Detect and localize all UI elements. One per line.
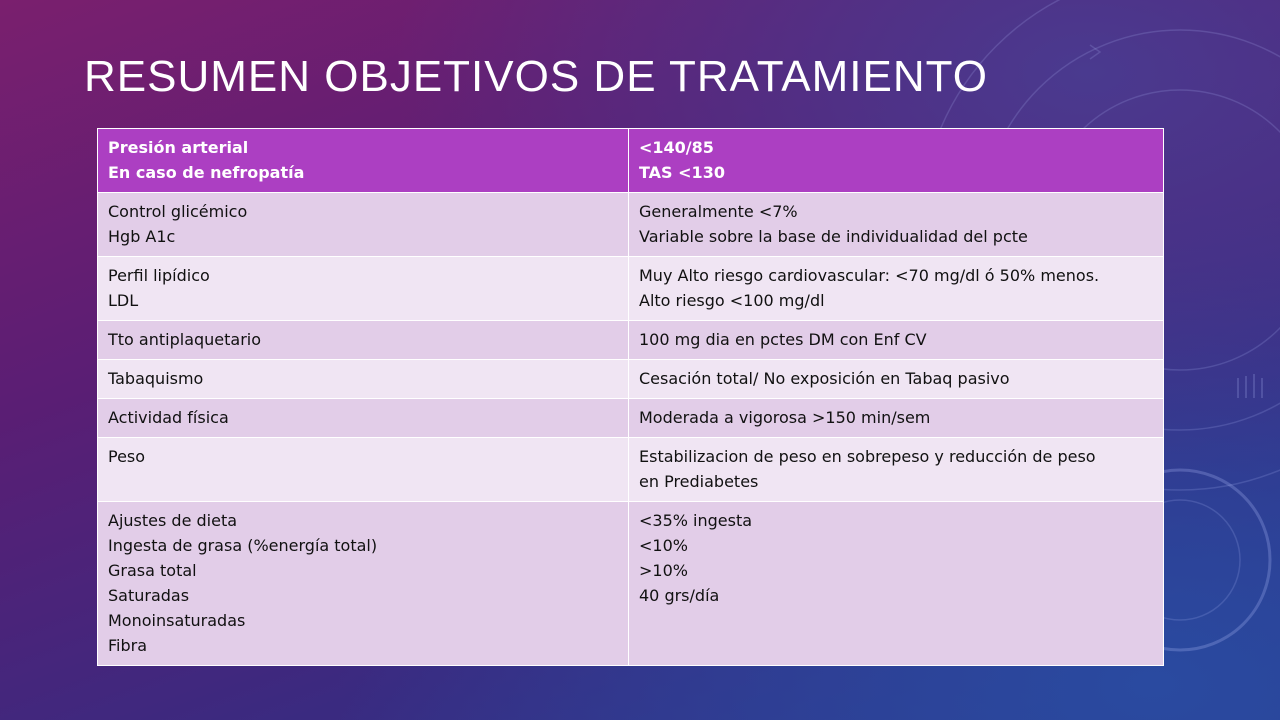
cell-line: TAS <130 [639,163,725,182]
table-row: Perfil lipídico LDL Muy Alto riesgo card… [97,256,1164,321]
treatment-goals-table: Presión arterial En caso de nefropatía <… [97,128,1164,666]
table-cell-target: 100 mg dia en pctes DM con Enf CV [628,320,1164,360]
cell-line: 40 grs/día [639,586,720,605]
table-cell-label: Control glicémico Hgb A1c [97,192,629,257]
table-row: Tabaquismo Cesación total/ No exposición… [97,359,1164,399]
cell-line: Cesación total/ No exposición en Tabaq p… [639,369,1010,388]
cell-line: <140/85 [639,138,714,157]
table-cell-label: Tto antiplaquetario [97,320,629,360]
table-cell-label: Ajustes de dieta Ingesta de grasa (%ener… [97,501,629,666]
table-cell-label: Perfil lipídico LDL [97,256,629,321]
cell-line: >10% [639,561,688,580]
cell-line: Moderada a vigorosa >150 min/sem [639,408,931,427]
cell-line: <35% ingesta [639,511,753,530]
cell-line: Tto antiplaquetario [108,330,262,349]
cell-line: En caso de nefropatía [108,163,305,182]
slide-title: RESUMEN OBJETIVOS DE TRATAMIENTO [84,52,988,101]
cell-line: Variable sobre la base de individualidad… [639,227,1028,246]
cell-line: Hgb A1c [108,227,176,246]
table-row: Ajustes de dieta Ingesta de grasa (%ener… [97,501,1164,666]
table-cell-target: <140/85 TAS <130 [628,128,1164,193]
cell-line: Monoinsaturadas [108,611,246,630]
table-cell-label: Presión arterial En caso de nefropatía [97,128,629,193]
cell-line: Ajustes de dieta [108,511,238,530]
cell-line: LDL [108,291,139,310]
cell-line: Grasa total [108,561,197,580]
table-cell-target: Cesación total/ No exposición en Tabaq p… [628,359,1164,399]
cell-line: Ingesta de grasa (%energía total) [108,536,378,555]
cell-line: Control glicémico [108,202,248,221]
cell-line: Fibra [108,636,148,655]
table-row: Control glicémico Hgb A1c Generalmente <… [97,192,1164,257]
table-row: Tto antiplaquetario 100 mg dia en pctes … [97,320,1164,360]
table-cell-target: Muy Alto riesgo cardiovascular: <70 mg/d… [628,256,1164,321]
table-cell-target: <35% ingesta <10% >10% 40 grs/día [628,501,1164,666]
table-row: Actividad física Moderada a vigorosa >15… [97,398,1164,438]
cell-line: 100 mg dia en pctes DM con Enf CV [639,330,927,349]
cell-line: Generalmente <7% [639,202,798,221]
cell-line: Presión arterial [108,138,249,157]
table-row: Peso Estabilizacion de peso en sobrepeso… [97,437,1164,502]
table-cell-label: Tabaquismo [97,359,629,399]
table-cell-target: Generalmente <7% Variable sobre la base … [628,192,1164,257]
cell-line: en Prediabetes [639,472,759,491]
cell-line: <10% [639,536,688,555]
cell-line: Tabaquismo [108,369,204,388]
cell-line: Saturadas [108,586,190,605]
cell-line: Perfil lipídico [108,266,210,285]
table-header-row: Presión arterial En caso de nefropatía <… [97,128,1164,193]
cell-line: Alto riesgo <100 mg/dl [639,291,825,310]
table-cell-label: Actividad física [97,398,629,438]
table-cell-target: Estabilizacion de peso en sobrepeso y re… [628,437,1164,502]
table-cell-target: Moderada a vigorosa >150 min/sem [628,398,1164,438]
cell-line: Muy Alto riesgo cardiovascular: <70 mg/d… [639,266,1100,285]
cell-line: Estabilizacion de peso en sobrepeso y re… [639,447,1096,466]
cell-line: Actividad física [108,408,229,427]
cell-line: Peso [108,447,146,466]
table-cell-label: Peso [97,437,629,502]
